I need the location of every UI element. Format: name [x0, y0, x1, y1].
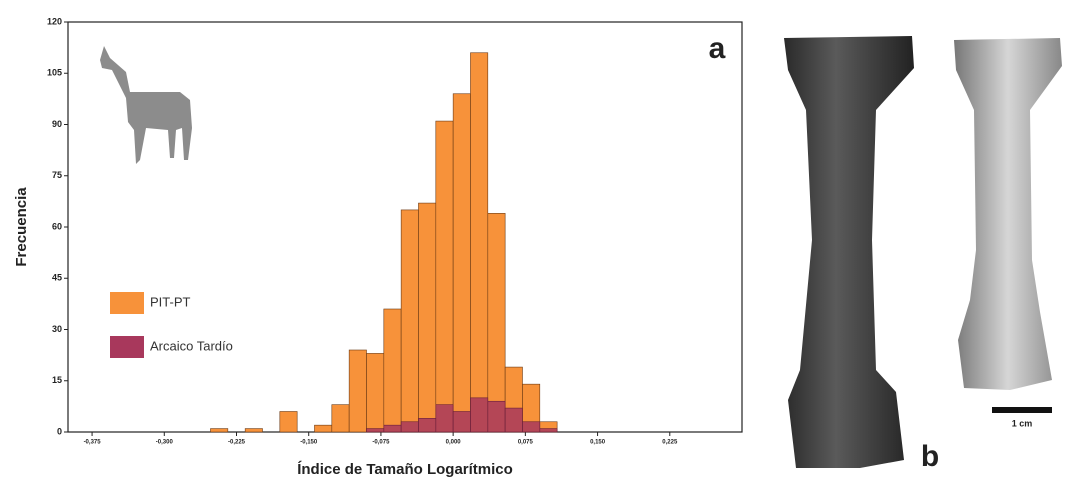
bar: [366, 353, 385, 433]
bar: [487, 400, 506, 433]
bar: [522, 421, 541, 433]
bar: [470, 52, 489, 433]
bar: [452, 411, 471, 433]
bar: [452, 93, 471, 433]
x-tick-label: -0,075: [372, 440, 390, 446]
y-tick-label: 60: [52, 221, 62, 231]
y-axis-label: Frecuencia: [13, 187, 30, 267]
y-tick-label: 90: [52, 119, 62, 129]
scale-label: 1 cm: [1012, 418, 1033, 428]
y-tick-label: 30: [52, 324, 62, 334]
x-tick-label: 0,075: [518, 440, 534, 446]
bone-dark: [784, 36, 914, 468]
y-tick-label: 75: [52, 170, 62, 180]
y-tick-label: 120: [47, 16, 62, 26]
scale-bar: [992, 407, 1052, 413]
x-tick-label: -0,300: [156, 440, 174, 446]
bar: [210, 428, 229, 433]
y-tick-label: 45: [52, 273, 62, 283]
legend-label: PIT-PT: [150, 294, 191, 309]
bar: [383, 424, 402, 433]
bar: [435, 120, 454, 433]
bar: [400, 421, 419, 433]
x-tick-label: -0,225: [228, 440, 246, 446]
bar: [314, 424, 333, 433]
x-tick-label: -0,375: [84, 440, 102, 446]
bar: [470, 397, 489, 433]
bar: [504, 407, 523, 433]
bar: [487, 213, 506, 433]
x-tick-label: 0,000: [446, 440, 462, 446]
bar: [383, 308, 402, 433]
x-tick-label: 0,225: [662, 440, 678, 446]
y-tick-label: 15: [52, 375, 62, 385]
legend-swatch: [110, 292, 144, 314]
panel-label: b: [921, 440, 939, 473]
bar: [244, 428, 263, 433]
x-axis-label: Índice de Tamaño Logarítmico: [297, 461, 513, 478]
llama-icon: [100, 46, 192, 164]
bar: [279, 411, 298, 433]
bar: [348, 349, 367, 433]
legend-swatch: [110, 336, 144, 358]
bar: [418, 202, 437, 433]
bar: [331, 404, 350, 433]
bone-light: [954, 38, 1062, 390]
photo: 1 cm b: [784, 36, 1062, 473]
panel-label: a: [709, 32, 726, 65]
y-tick-label: 105: [47, 68, 62, 78]
y-tick-label: 0: [57, 426, 62, 436]
bar: [366, 428, 385, 433]
x-tick-label: -0,150: [300, 440, 318, 446]
bar: [400, 209, 419, 433]
bar: [435, 404, 454, 433]
x-tick-label: 0,150: [590, 440, 606, 446]
legend-label: Arcaico Tardío: [150, 338, 233, 353]
bar: [418, 418, 437, 433]
bar: [539, 428, 558, 433]
